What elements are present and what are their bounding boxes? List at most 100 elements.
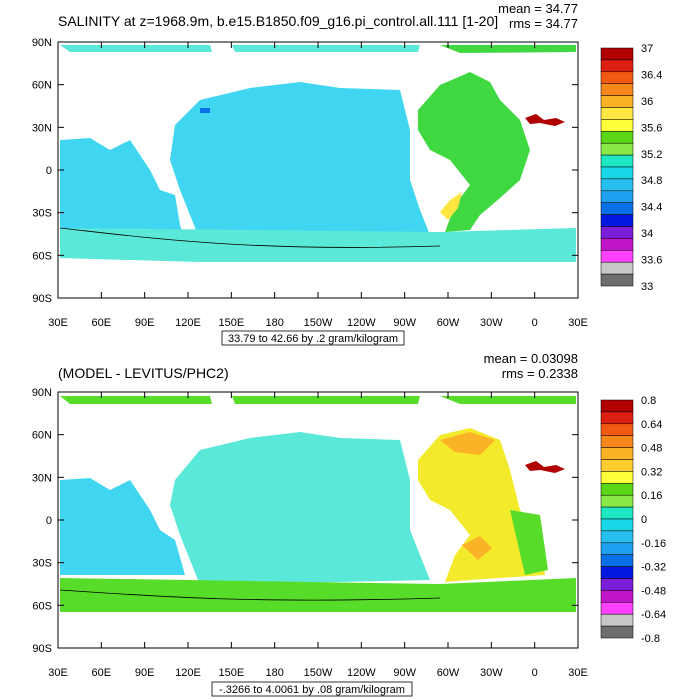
rms-label: rms = 34.77 xyxy=(509,16,578,31)
colorbar-swatch xyxy=(600,154,634,168)
mediterranean-sea xyxy=(525,114,565,126)
colorbar-swatch xyxy=(600,202,634,215)
colorbar-label: 34 xyxy=(641,228,653,240)
colorbar-swatch xyxy=(600,95,634,108)
contour-line xyxy=(59,227,441,248)
colorbar-swatch xyxy=(600,483,634,496)
lat-axis: 90N 60N 30N 0 30S 60S 90S xyxy=(32,387,578,655)
lon-axis: 30E 60E 90E 120E 150E 180 150W 120W 90W 60W 30W 0 30… xyxy=(48,392,588,679)
colorbar-swatch xyxy=(600,518,634,532)
lat-tick-label: 30S xyxy=(32,558,52,570)
colorbar: 0.8 0.64 0.48 0.32 0.16 0 -0.16 -0.32 -0.48 -0.64… xyxy=(600,395,666,645)
lat-tick-label: 90N xyxy=(32,37,52,49)
colorbar-swatch xyxy=(600,166,634,180)
arctic-sea xyxy=(60,45,212,52)
salinity-feature xyxy=(200,108,210,113)
colorbar-swatch xyxy=(600,423,634,436)
lon-tick-label: 30E xyxy=(48,667,68,679)
colorbar-swatch xyxy=(600,119,634,132)
lon-tick-label: 0 xyxy=(532,667,538,679)
anomaly-feature xyxy=(510,510,548,575)
colorbar-swatch xyxy=(600,226,634,239)
colorbar-label: 35.2 xyxy=(641,149,662,161)
colorbar-label: 0 xyxy=(641,514,647,526)
colorbar-label: 36 xyxy=(641,96,653,108)
lon-axis: 30E 60E 90E 120E 150E 180 150W 120W 90W 60W 30W 0 30… xyxy=(48,42,588,329)
lon-tick-label: 180 xyxy=(265,317,283,329)
lat-tick-label: 60S xyxy=(32,250,52,262)
colorbar-label: 37 xyxy=(641,43,653,55)
lon-tick-label: 90W xyxy=(393,667,416,679)
anomaly-feature xyxy=(440,432,495,455)
colorbar-swatch xyxy=(600,238,634,251)
lon-tick-label: 150W xyxy=(304,667,333,679)
lon-tick-label: 150E xyxy=(218,667,244,679)
colorbar-swatch xyxy=(600,625,634,639)
arctic-sea xyxy=(60,396,212,404)
colorbar-label: -0.64 xyxy=(641,609,666,621)
lon-tick-label: 90W xyxy=(393,317,416,329)
colorbar-label: 35.6 xyxy=(641,122,662,134)
colorbar-swatch xyxy=(600,566,634,579)
colorbar-label: -0.16 xyxy=(641,538,666,550)
mean-label: mean = 34.77 xyxy=(498,1,578,16)
panel-title: (MODEL - LEVITUS/PHC2) xyxy=(58,365,229,381)
map-area xyxy=(57,41,579,299)
colorbar-label: 0.16 xyxy=(641,490,662,502)
lat-tick-label: 60N xyxy=(32,80,52,92)
range-note-box xyxy=(221,330,405,346)
antarctica xyxy=(58,262,578,298)
colorbar-swatch xyxy=(600,435,634,448)
colorbar-swatch xyxy=(600,250,634,263)
map-area xyxy=(57,391,579,649)
colorbar-swatch xyxy=(600,542,634,555)
colorbar-swatch xyxy=(600,590,634,603)
range-note: -.3266 to 4.0061 by .08 gram/kilogram xyxy=(219,684,405,696)
colorbar-swatch xyxy=(600,261,634,275)
colorbar-swatch xyxy=(600,178,634,192)
colorbar-swatch xyxy=(600,83,634,96)
colorbar-label: 33 xyxy=(641,281,653,293)
colorbar-label: -0.8 xyxy=(641,633,660,645)
colorbar-label: 0.64 xyxy=(641,419,662,431)
panel-difference: (MODEL - LEVITUS/PHC2) mean = 0.03098 rm… xyxy=(32,351,666,697)
lon-tick-label: 30E xyxy=(48,317,68,329)
colorbar-swatch xyxy=(600,602,634,615)
lon-tick-label: 0 xyxy=(532,317,538,329)
southern-ocean xyxy=(60,578,576,618)
panel-salinity: SALINITY at z=1968.9m, b.e15.B1850.f09_g… xyxy=(32,1,662,346)
colorbar-label: 36.4 xyxy=(641,69,662,81)
colorbar-swatch xyxy=(600,71,634,84)
lon-tick-label: 120E xyxy=(175,317,201,329)
lon-tick-label: 90E xyxy=(135,317,155,329)
mean-label: mean = 0.03098 xyxy=(484,351,578,366)
colorbar-label: 34.4 xyxy=(641,202,662,214)
atlantic-ocean xyxy=(418,428,545,582)
colorbar-swatch xyxy=(600,613,634,627)
contour-line xyxy=(59,589,441,601)
indian-ocean xyxy=(60,478,185,575)
colorbar-label: 34.8 xyxy=(641,175,662,187)
colorbar-label: 0.8 xyxy=(641,395,656,407)
lon-tick-label: 60E xyxy=(92,317,112,329)
lon-tick-label: 120W xyxy=(347,667,376,679)
lon-tick-label: 150W xyxy=(304,317,333,329)
colorbar-label: 0.32 xyxy=(641,466,662,478)
lon-tick-label: 30W xyxy=(480,317,503,329)
arctic-sea xyxy=(440,396,576,404)
colorbar-swatch xyxy=(600,142,634,156)
colorbar-swatch xyxy=(600,190,634,203)
antarctica xyxy=(58,612,578,648)
lon-tick-label: 180 xyxy=(265,667,283,679)
colorbar-swatch xyxy=(600,214,634,227)
colorbar-label: -0.32 xyxy=(641,562,666,574)
lat-tick-label: 60N xyxy=(32,430,52,442)
lon-tick-label: 120W xyxy=(347,317,376,329)
lon-tick-label: 30E xyxy=(568,317,588,329)
lat-tick-label: 90S xyxy=(32,643,52,655)
anomaly-feature xyxy=(462,536,492,560)
arctic-sea xyxy=(232,45,420,52)
lat-tick-label: 90S xyxy=(32,293,52,305)
colorbar-swatch xyxy=(600,494,634,508)
